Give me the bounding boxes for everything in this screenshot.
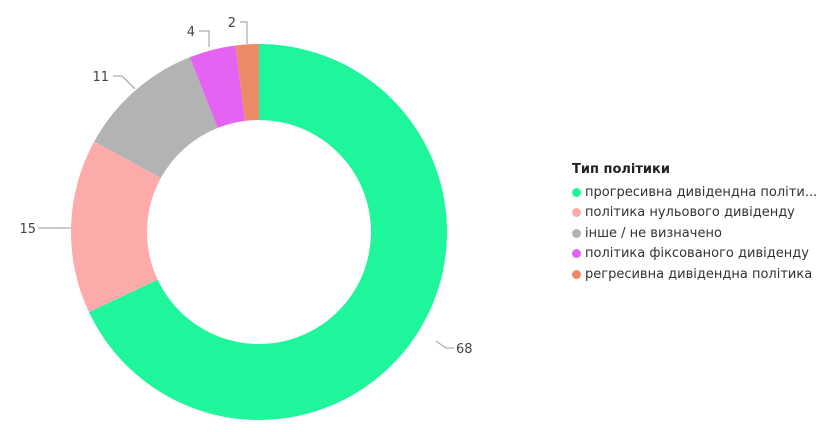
legend-item[interactable]: прогресивна дивідендна політи... xyxy=(572,182,817,203)
data-labels: 68 15 11 4 2 xyxy=(19,16,472,357)
legend-label: прогресивна дивідендна політи... xyxy=(585,184,818,200)
legend-marker-icon xyxy=(572,269,581,279)
legend-items: прогресивна дивідендна політи... політика… xyxy=(572,182,817,285)
legend-marker-icon xyxy=(572,249,581,259)
legend-marker-icon xyxy=(572,228,581,238)
data-label: 11 xyxy=(92,70,109,85)
data-label: 68 xyxy=(456,342,473,357)
label-leader-lines xyxy=(38,21,454,349)
label-leader-line xyxy=(240,21,248,44)
donut-slice[interactable] xyxy=(94,57,218,179)
legend-label: політика фіксованого дивіденду xyxy=(585,246,809,262)
legend: Тип політики прогресивна дивідендна полі… xyxy=(572,162,817,285)
data-label: 2 xyxy=(228,16,236,31)
data-label: 15 xyxy=(19,222,36,237)
legend-marker-icon xyxy=(572,208,581,218)
legend-label: регресивна дивідендна політика xyxy=(585,266,813,282)
legend-item[interactable]: регресивна дивідендна політика xyxy=(572,264,817,285)
label-leader-line xyxy=(113,75,136,90)
legend-label: політика нульового дивіденду xyxy=(585,205,795,221)
legend-label: інше / не визначено xyxy=(585,225,722,241)
legend-item[interactable]: політика нульового дивіденду xyxy=(572,203,817,224)
label-leader-line xyxy=(199,30,210,47)
legend-marker-icon xyxy=(572,187,581,197)
donut-slice[interactable] xyxy=(235,44,259,121)
donut-slice[interactable] xyxy=(189,45,245,128)
legend-item[interactable]: політика фіксованого дивіденду xyxy=(572,244,817,265)
legend-title: Тип політики xyxy=(572,162,670,177)
donut-slice[interactable] xyxy=(71,141,161,313)
label-leader-line xyxy=(435,340,454,349)
donut-slices xyxy=(71,44,448,420)
donut-slice[interactable] xyxy=(88,44,448,420)
legend-item[interactable]: інше / не визначено xyxy=(572,223,817,244)
data-label: 4 xyxy=(187,25,195,40)
